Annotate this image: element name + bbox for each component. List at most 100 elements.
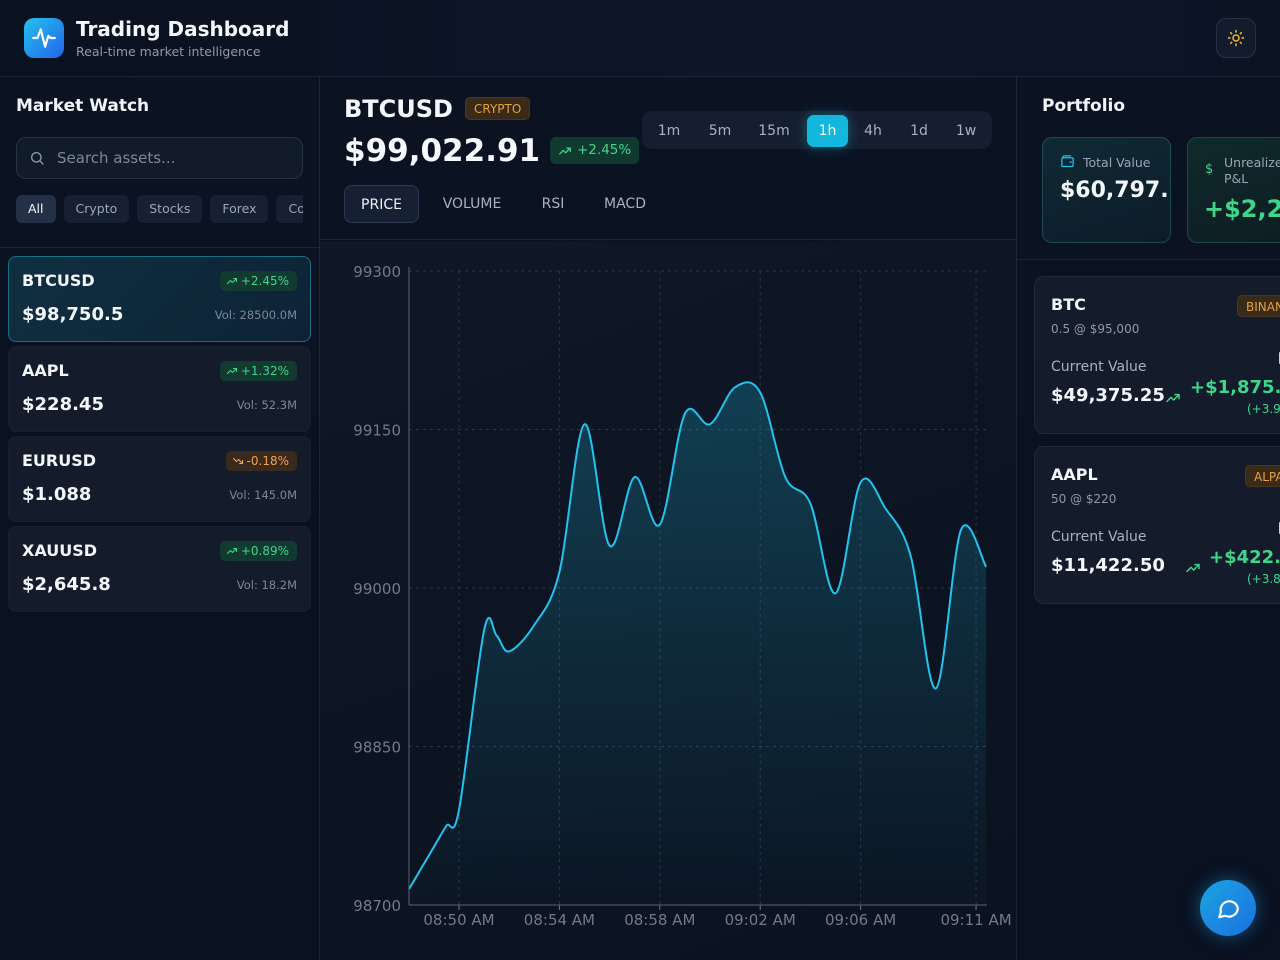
asset-volume: Vol: 52.3M xyxy=(236,398,297,412)
trend-up-icon xyxy=(559,146,571,155)
dollar-icon: $ xyxy=(1205,162,1214,177)
change-value: +2.45% xyxy=(240,274,289,288)
trend-up-icon xyxy=(1186,563,1200,573)
unrealized-pnl-label: Unrealized P&L xyxy=(1224,155,1280,186)
tab-volume[interactable]: VOLUME xyxy=(442,196,502,212)
x-tick-label: 08:58 AM xyxy=(624,911,695,929)
portfolio-panel: Portfolio Total Value $60,797.75 $ Unrea… xyxy=(1016,77,1280,960)
timeframe-1h[interactable]: 1h xyxy=(807,115,848,147)
position-pnl: +$1,875.25 xyxy=(1190,377,1280,398)
trend-up-icon xyxy=(226,547,237,555)
sun-icon xyxy=(1227,29,1245,47)
instrument-symbol: BTCUSD xyxy=(344,95,453,123)
position-quantity: 50 @ $220 xyxy=(1051,492,1117,506)
portfolio-title: Portfolio xyxy=(1042,96,1126,116)
theme-toggle-button[interactable] xyxy=(1216,18,1256,58)
timeframe-1m[interactable]: 1m xyxy=(657,123,681,139)
exchange-badge: BINANCE xyxy=(1237,295,1280,317)
timeframe-15m[interactable]: 15m xyxy=(758,123,790,139)
timeframe-5m[interactable]: 5m xyxy=(708,123,732,139)
tab-rsi[interactable]: RSI xyxy=(541,196,565,212)
current-value: $49,375.25 xyxy=(1051,385,1165,406)
x-tick-label: 08:54 AM xyxy=(524,911,595,929)
filter-chip-forex[interactable]: Forex xyxy=(210,195,269,223)
divider xyxy=(0,247,319,248)
asset-symbol: EURUSD xyxy=(22,451,97,470)
asset-row-aapl[interactable]: AAPL +1.32% $228.45 Vol: 52.3M xyxy=(8,346,311,432)
asset-row-xauusd[interactable]: XAUUSD +0.89% $2,645.8 Vol: 18.2M xyxy=(8,526,311,612)
x-tick-label: 09:06 AM xyxy=(825,911,896,929)
x-tick-label: 08:50 AM xyxy=(423,911,494,929)
position-symbol: AAPL xyxy=(1051,465,1098,484)
asset-price: $2,645.8 xyxy=(22,574,111,595)
x-tick-label: 09:11 AM xyxy=(940,911,1011,929)
change-badge: +2.45% xyxy=(219,271,297,291)
total-value-label: Total Value xyxy=(1083,155,1151,170)
tab-macd[interactable]: MACD xyxy=(604,196,646,212)
current-value-label: Current Value xyxy=(1051,359,1147,375)
asset-symbol: BTCUSD xyxy=(22,271,95,290)
y-tick-label: 98700 xyxy=(353,897,401,915)
y-tick-label: 99300 xyxy=(353,263,401,281)
timeframe-1d[interactable]: 1d xyxy=(910,123,928,139)
asset-price: $228.45 xyxy=(22,394,104,415)
trend-up-icon xyxy=(226,367,237,375)
asset-volume: Vol: 18.2M xyxy=(236,578,297,592)
app-title: Trading Dashboard xyxy=(76,17,290,41)
position-symbol: BTC xyxy=(1051,295,1086,314)
unrealized-pnl-card: $ Unrealized P&L +$2,297.75 xyxy=(1187,137,1280,243)
total-value-card: Total Value $60,797.75 xyxy=(1042,137,1171,243)
wallet-icon xyxy=(1061,155,1074,168)
timeframe-4h[interactable]: 4h xyxy=(864,123,882,139)
y-tick-label: 99150 xyxy=(353,422,401,440)
asset-volume: Vol: 28500.0M xyxy=(214,308,297,322)
asset-row-btcusd[interactable]: BTCUSD +2.45% $98,750.5 Vol: 28500.0M xyxy=(8,256,311,342)
asset-type-badge: CRYPTO xyxy=(465,97,531,120)
filter-chip-crypto[interactable]: Crypto xyxy=(63,195,130,223)
filter-chip-all[interactable]: All xyxy=(16,195,56,223)
change-value: +1.32% xyxy=(240,364,289,378)
search-box xyxy=(16,137,303,179)
price-series-line xyxy=(408,381,987,890)
total-value: $60,797.75 xyxy=(1060,178,1170,203)
price-area-fill xyxy=(409,382,987,905)
price-chart[interactable]: 98700 98850 99000 99150 99300 08:50 AM 08:54 A… xyxy=(320,241,1016,960)
change-badge: +0.89% xyxy=(219,541,297,561)
tab-price[interactable]: PRICE xyxy=(344,185,419,223)
asset-symbol: AAPL xyxy=(22,361,69,380)
instrument-change: +2.45% xyxy=(577,142,632,158)
timeframe-1w[interactable]: 1w xyxy=(955,123,977,139)
asset-row-eurusd[interactable]: EURUSD -0.18% $1.088 Vol: 145.0M xyxy=(8,436,311,522)
market-watch-title: Market Watch xyxy=(16,96,150,116)
position-card-aapl[interactable]: AAPL ALPACA 50 @ $220 Current Value $11,… xyxy=(1034,446,1280,604)
y-tick-label: 99000 xyxy=(353,580,401,598)
instrument-price: $99,022.91 xyxy=(344,133,541,169)
trend-up-icon xyxy=(226,277,237,285)
chart-panel: BTCUSD CRYPTO $99,022.91 +2.45% 1m 5m 15… xyxy=(320,77,1016,960)
chat-button[interactable] xyxy=(1200,880,1256,936)
trend-down-icon xyxy=(232,457,243,465)
asset-symbol: XAUUSD xyxy=(22,541,98,560)
search-input[interactable] xyxy=(57,138,297,178)
timeframe-selector: 1m 5m 15m 1h 4h 1d 1w xyxy=(642,111,992,149)
exchange-badge: ALPACA xyxy=(1245,465,1280,487)
change-badge: +1.32% xyxy=(219,361,297,381)
trend-up-icon xyxy=(1166,393,1180,403)
app-logo xyxy=(24,18,64,58)
position-card-btc[interactable]: BTC BINANCE 0.5 @ $95,000 Current Value … xyxy=(1034,276,1280,434)
position-quantity: 0.5 @ $95,000 xyxy=(1051,322,1140,336)
app-header: Trading Dashboard Real-time market intel… xyxy=(0,0,1280,77)
asset-price: $98,750.5 xyxy=(22,304,124,325)
position-pnl-percent: (+3.84%) xyxy=(1247,572,1280,586)
filter-chip-commodities[interactable]: Commodities xyxy=(276,195,303,223)
instrument-header: BTCUSD CRYPTO $99,022.91 +2.45% 1m 5m 15… xyxy=(320,77,1016,240)
change-value: +0.89% xyxy=(240,544,289,558)
y-tick-label: 98850 xyxy=(353,739,401,757)
app-subtitle: Real-time market intelligence xyxy=(76,44,261,59)
change-badge: -0.18% xyxy=(225,451,297,471)
filter-chip-stocks[interactable]: Stocks xyxy=(137,195,203,223)
asset-volume: Vol: 145.0M xyxy=(229,488,297,502)
current-value-label: Current Value xyxy=(1051,529,1147,545)
